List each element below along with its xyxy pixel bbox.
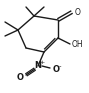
Text: +: +	[39, 60, 45, 65]
Text: -: -	[58, 63, 61, 69]
Text: OH: OH	[72, 40, 84, 49]
Text: O: O	[75, 8, 81, 16]
Text: O: O	[53, 65, 60, 73]
Text: N: N	[35, 61, 41, 70]
Text: O: O	[16, 73, 23, 81]
